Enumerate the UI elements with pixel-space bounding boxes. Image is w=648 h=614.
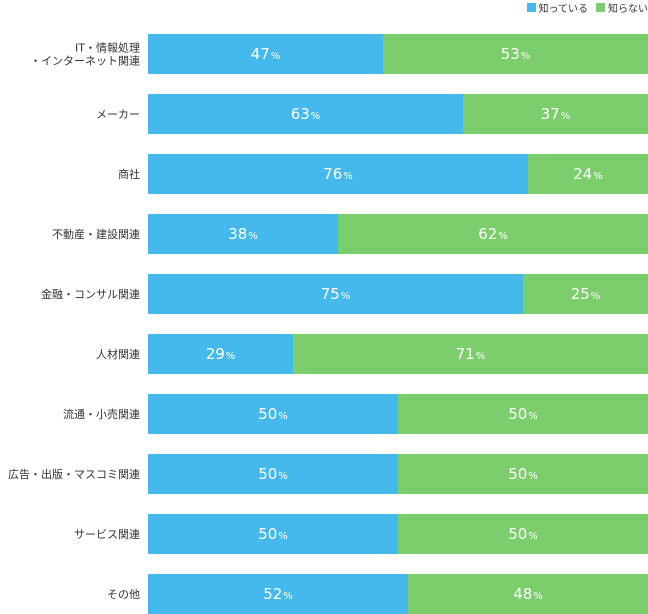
legend-label-known: 知っている [538, 3, 589, 15]
bar-known [148, 94, 463, 134]
bar-known [148, 514, 398, 554]
category-label: その他 [107, 588, 140, 601]
bar-unknown [398, 514, 648, 554]
legend-item-known: 知っている [526, 0, 589, 15]
bar-known [148, 214, 338, 254]
bar-known [148, 574, 408, 614]
bar-known [148, 394, 398, 434]
bar-unknown [523, 274, 648, 314]
bar-known [148, 454, 398, 494]
bar-unknown [293, 334, 648, 374]
category-label: 人材関連 [96, 347, 140, 361]
category-label: IT・情報処理・インターネット関連 [30, 42, 140, 68]
category-label: 金融・コンサル関連 [41, 287, 140, 301]
bar-known [148, 154, 528, 194]
legend-swatch-known [526, 2, 536, 12]
bar-unknown [398, 394, 648, 434]
bar-unknown [408, 574, 648, 614]
bar-known [148, 334, 293, 374]
legend-swatch-unknown [596, 2, 605, 12]
bar-unknown [463, 94, 648, 134]
category-label: サービス関連 [74, 527, 140, 541]
bar-unknown [528, 154, 648, 194]
bar-known [148, 34, 383, 74]
legend-item-unknown: 知らない [596, 0, 648, 15]
category-label: 流通・小売関連 [63, 407, 140, 421]
category-label: 商社 [118, 167, 140, 181]
bar-unknown [338, 214, 648, 254]
category-label: 不動産・建設関連 [52, 227, 140, 241]
legend-label-unknown: 知らない [608, 3, 648, 15]
bar-unknown [398, 454, 648, 494]
bar-known [148, 274, 523, 314]
category-label: メーカー [96, 108, 140, 121]
category-label: 広告・出版・マスコミ関連 [8, 467, 140, 481]
legend: 知っている 知らない [519, 0, 648, 15]
bar-unknown [383, 34, 648, 74]
